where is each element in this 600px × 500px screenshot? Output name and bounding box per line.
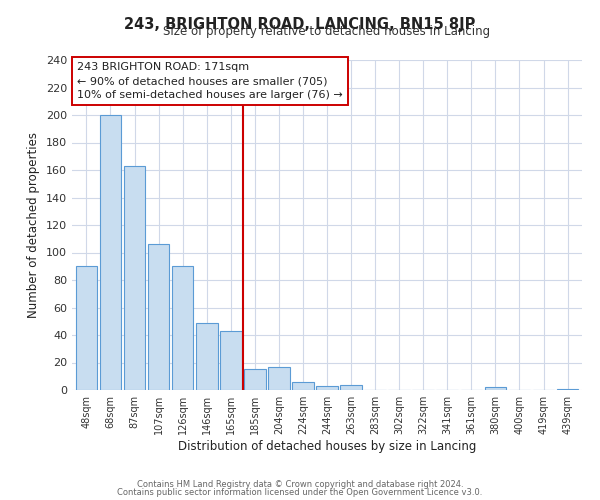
X-axis label: Distribution of detached houses by size in Lancing: Distribution of detached houses by size … xyxy=(178,440,476,453)
Bar xyxy=(220,331,242,390)
Text: 243 BRIGHTON ROAD: 171sqm
← 90% of detached houses are smaller (705)
10% of semi: 243 BRIGHTON ROAD: 171sqm ← 90% of detac… xyxy=(77,62,343,100)
Bar xyxy=(340,384,362,390)
Bar xyxy=(76,266,97,390)
Bar xyxy=(172,266,193,390)
Bar xyxy=(196,322,218,390)
Bar xyxy=(557,388,578,390)
Bar xyxy=(100,115,121,390)
Bar xyxy=(148,244,169,390)
Y-axis label: Number of detached properties: Number of detached properties xyxy=(28,132,40,318)
Bar xyxy=(316,386,338,390)
Text: Contains HM Land Registry data © Crown copyright and database right 2024.: Contains HM Land Registry data © Crown c… xyxy=(137,480,463,489)
Bar xyxy=(244,370,266,390)
Text: 243, BRIGHTON ROAD, LANCING, BN15 8JP: 243, BRIGHTON ROAD, LANCING, BN15 8JP xyxy=(124,18,476,32)
Title: Size of property relative to detached houses in Lancing: Size of property relative to detached ho… xyxy=(163,25,491,38)
Bar xyxy=(268,366,290,390)
Text: Contains public sector information licensed under the Open Government Licence v3: Contains public sector information licen… xyxy=(118,488,482,497)
Bar xyxy=(485,387,506,390)
Bar xyxy=(124,166,145,390)
Bar xyxy=(292,382,314,390)
